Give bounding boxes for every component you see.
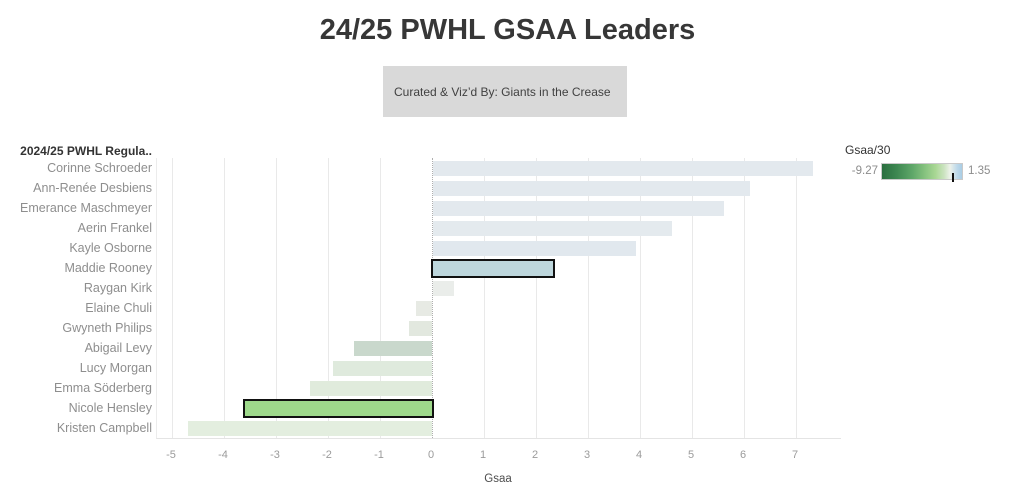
bar[interactable] [433, 200, 725, 216]
row-label[interactable]: Nicole Hensley [68, 401, 152, 415]
gridline [276, 158, 277, 438]
color-legend-max-label: 1.35 [968, 165, 991, 177]
plot-area [156, 158, 841, 439]
credit-box: Curated & Viz’d By: Giants in the Crease [383, 66, 627, 117]
row-label[interactable]: Elaine Chuli [85, 301, 152, 315]
row-labels-column: Corinne Schroeder Ann-Renée Desbiens Emera… [0, 158, 152, 438]
row-label[interactable]: Maddie Rooney [64, 261, 152, 275]
row-label[interactable]: Aerin Frankel [77, 221, 152, 235]
bar[interactable] [433, 240, 636, 256]
row-label[interactable]: Emerance Maschmeyer [20, 201, 152, 215]
bar[interactable] [309, 380, 432, 396]
gridline [744, 158, 745, 438]
x-tick-label: 3 [583, 449, 591, 461]
row-label[interactable]: Kristen Campbell [56, 421, 152, 435]
chart-title: 24/25 PWHL GSAA Leaders [319, 14, 696, 46]
x-tick-label: 4 [635, 449, 643, 461]
x-tick-label: -4 [218, 449, 228, 461]
gridline [796, 158, 797, 438]
row-axis-header[interactable]: 2024/25 PWHL Regula.. [20, 144, 152, 158]
gridline [588, 158, 589, 438]
x-tick-label: 7 [791, 449, 799, 461]
x-tick-label: -2 [322, 449, 332, 461]
x-tick-label: 0 [427, 449, 435, 461]
bar[interactable] [333, 360, 432, 376]
gridline [640, 158, 641, 438]
bar[interactable] [408, 320, 432, 336]
color-legend-gradient[interactable] [881, 163, 963, 180]
row-label[interactable]: Gwyneth Philips [62, 321, 152, 335]
row-label[interactable]: Corinne Schroeder [47, 161, 152, 175]
row-label[interactable]: Ann-Renée Desbiens [33, 181, 152, 195]
x-tick-label: 2 [531, 449, 539, 461]
bar[interactable] [433, 220, 673, 236]
row-label[interactable]: Raygan Kirk [83, 281, 152, 295]
zero-gridline [432, 158, 433, 438]
x-tick-label: -3 [270, 449, 280, 461]
credit-text: Curated & Viz’d By: Giants in the Crease [394, 84, 611, 99]
color-legend-marker [952, 173, 954, 182]
row-label[interactable]: Kayle Osborne [69, 241, 152, 255]
bar[interactable] [433, 280, 454, 296]
gridline [380, 158, 381, 438]
x-tick-label: 6 [739, 449, 747, 461]
row-label[interactable]: Emma Söderberg [54, 381, 152, 395]
row-label[interactable]: Abigail Levy [84, 341, 152, 355]
gridline [692, 158, 693, 438]
gridline [224, 158, 225, 438]
bar[interactable] [187, 420, 432, 436]
bar[interactable] [354, 340, 432, 356]
gridline [484, 158, 485, 438]
color-legend-min-label: -9.27 [851, 165, 878, 177]
bar[interactable] [416, 300, 432, 316]
x-tick-label: -5 [166, 449, 176, 461]
x-tick-label: -1 [374, 449, 384, 461]
gridline [536, 158, 537, 438]
bar[interactable] [433, 160, 813, 176]
x-tick-label: 1 [479, 449, 487, 461]
x-tick-label: 5 [687, 449, 695, 461]
gridline [328, 158, 329, 438]
color-legend-title: Gsaa/30 [845, 143, 891, 157]
bar[interactable] [433, 180, 751, 196]
bar[interactable] [431, 258, 555, 278]
bar[interactable] [242, 398, 434, 418]
row-label[interactable]: Lucy Morgan [79, 361, 152, 375]
gridline [172, 158, 173, 438]
color-legend[interactable]: Gsaa/30 -9.27 1.35 [845, 143, 1013, 182]
x-axis-title: Gsaa [484, 473, 512, 485]
color-legend-scale: -9.27 1.35 [845, 163, 1013, 182]
